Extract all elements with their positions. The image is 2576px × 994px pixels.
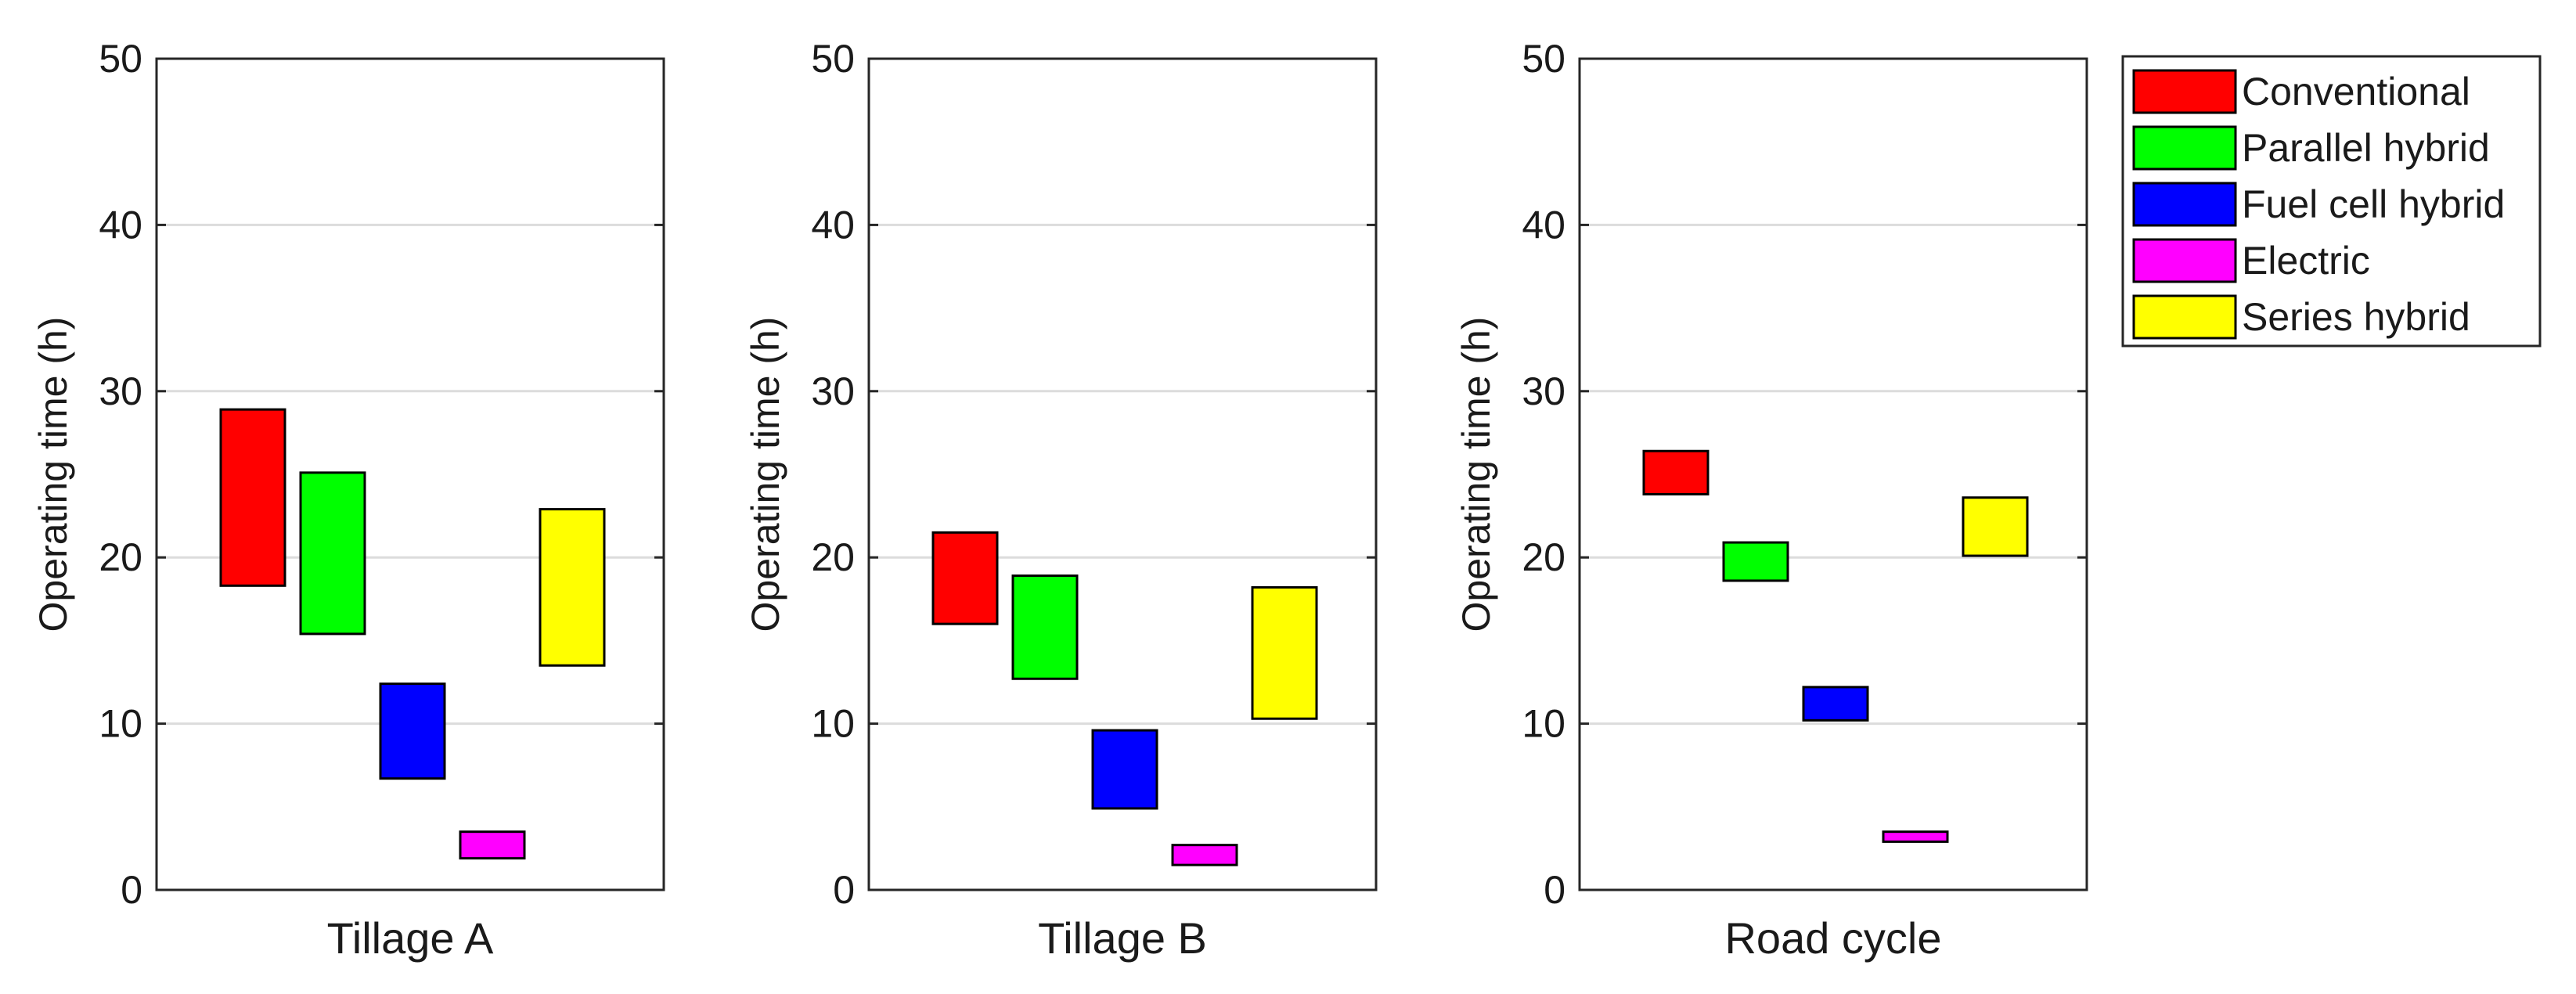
bar-conventional — [1642, 449, 1710, 495]
bar-fuel-cell-hybrid — [379, 682, 446, 780]
legend-label: Fuel cell hybrid — [2242, 182, 2505, 226]
bar-series-hybrid — [539, 508, 606, 667]
bar-series-hybrid — [1251, 585, 1318, 720]
bar-conventional — [219, 408, 286, 587]
y-tick-label: 10 — [99, 702, 142, 746]
legend-label: Series hybrid — [2242, 295, 2470, 339]
y-tick-label: 40 — [1522, 203, 1565, 247]
subplot-2: 0 10 20 30 40 50 Operating time (h) Tillage B — [744, 37, 1378, 963]
y-tick-label: 0 — [1544, 868, 1565, 912]
y-axis-label: Operating time (h) — [1454, 317, 1498, 632]
y-tick-label: 40 — [99, 203, 142, 247]
subplot-3: 0 10 20 30 40 50 Operating time (h) Road cycle — [1454, 37, 2088, 963]
y-tick-label: 30 — [99, 369, 142, 413]
y-tick-label: 40 — [811, 203, 855, 247]
legend-label: Conventional — [2242, 70, 2470, 113]
axis-frame — [155, 57, 665, 891]
y-tick-label: 50 — [1522, 37, 1565, 81]
axis-frame — [867, 57, 1378, 891]
y-axis-label: Operating time (h) — [31, 317, 75, 632]
legend-swatch — [2132, 238, 2237, 283]
y-tick-label: 20 — [99, 535, 142, 579]
bar-fuel-cell-hybrid — [1802, 686, 1869, 722]
bar-electric — [1171, 844, 1238, 866]
x-axis-label: Tillage B — [1038, 913, 1207, 963]
x-axis-label: Road cycle — [1724, 913, 1941, 963]
legend-swatch — [2132, 69, 2237, 114]
x-axis-label: Tillage A — [327, 913, 494, 963]
legend-swatch — [2132, 182, 2237, 227]
y-tick-label: 10 — [811, 702, 855, 746]
y-axis-label: Operating time (h) — [744, 317, 787, 632]
y-tick-label: 0 — [121, 868, 142, 912]
bar-parallel-hybrid — [1011, 574, 1079, 680]
bar-parallel-hybrid — [1722, 541, 1789, 582]
legend: Conventional Parallel hybrid Fuel cell hyb… — [2121, 55, 2542, 348]
y-tick-label: 30 — [811, 369, 855, 413]
y-tick-label: 50 — [99, 37, 142, 81]
bar-fuel-cell-hybrid — [1091, 729, 1158, 810]
legend-label: Electric — [2242, 239, 2370, 283]
legend-swatch — [2132, 294, 2237, 340]
subplot-1: 0 10 20 30 40 50 Operating time (h) Tillage A — [31, 37, 665, 963]
y-tick-label: 20 — [1522, 535, 1565, 579]
bar-electric — [1882, 830, 1949, 843]
y-tick-label: 0 — [833, 868, 855, 912]
axis-frame — [1578, 57, 2088, 891]
legend-swatch — [2132, 125, 2237, 171]
bar-parallel-hybrid — [299, 471, 366, 636]
bar-series-hybrid — [1962, 496, 2029, 557]
y-tick-label: 20 — [811, 535, 855, 579]
y-tick-label: 50 — [811, 37, 855, 81]
bar-conventional — [931, 531, 999, 625]
y-tick-label: 30 — [1522, 369, 1565, 413]
legend-label: Parallel hybrid — [2242, 126, 2490, 170]
bar-electric — [459, 830, 526, 860]
y-tick-label: 10 — [1522, 702, 1565, 746]
